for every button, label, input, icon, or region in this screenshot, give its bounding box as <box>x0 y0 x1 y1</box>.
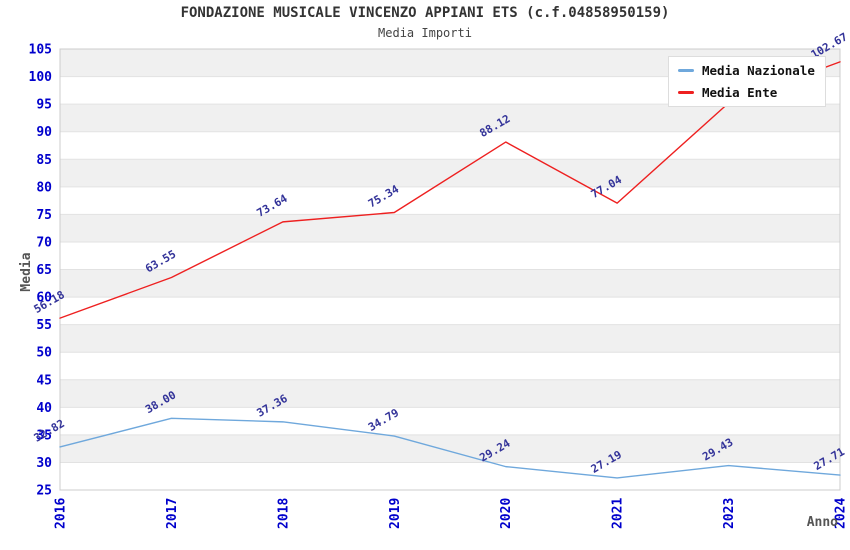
y-tick-label: 60 <box>36 291 52 306</box>
x-tick-label: 2023 <box>722 498 737 529</box>
legend-item-label: Media Ente <box>702 85 778 100</box>
x-tick-label: 2020 <box>499 498 514 529</box>
legend-swatch-media-ente-icon <box>678 91 694 94</box>
x-tick-label: 2021 <box>611 498 626 529</box>
y-tick-label: 100 <box>29 70 53 85</box>
y-tick-label: 30 <box>36 456 52 471</box>
y-tick-label: 85 <box>36 153 52 168</box>
x-axis-title: Anno <box>807 515 838 530</box>
legend-swatch-media-nazionale-icon <box>678 69 694 72</box>
x-tick-label: 2019 <box>388 498 403 529</box>
y-tick-label: 55 <box>36 318 52 333</box>
series-line-media-nazionale <box>59 417 841 479</box>
y-tick-label: 25 <box>36 484 52 499</box>
x-tick-label: 2017 <box>165 498 180 529</box>
chart-subtitle: Media Importi <box>378 26 472 40</box>
y-tick-label: 40 <box>36 401 52 416</box>
plot-band <box>60 297 840 325</box>
y-tick-label: 50 <box>36 346 52 361</box>
legend-item-media-ente: Media Ente <box>678 85 815 100</box>
legend: Media Nazionale Media Ente <box>668 56 826 107</box>
y-axis-labels: 25 30 35 40 45 50 55 60 65 70 75 80 85 90 95 100 105 <box>29 43 53 499</box>
series-line-media-ente <box>59 61 841 319</box>
y-tick-label: 75 <box>36 208 52 223</box>
plot-band <box>60 186 840 215</box>
x-axis-labels: 2016 2017 2018 2019 2020 2021 2023 2024 <box>54 498 849 529</box>
plot-band <box>60 131 840 160</box>
plot-band <box>60 214 840 242</box>
plot-band <box>60 379 840 408</box>
plot-band <box>60 434 840 463</box>
plot-band <box>60 324 840 353</box>
y-tick-label: 80 <box>36 180 52 195</box>
plot-border <box>59 48 841 491</box>
plot-band <box>60 269 840 298</box>
y-axis-title: Media <box>19 252 34 291</box>
plot-band <box>60 352 840 380</box>
plot-band <box>60 241 840 270</box>
y-tick-label: 35 <box>36 428 52 443</box>
plot-band <box>60 407 840 435</box>
plot-bands <box>60 49 840 490</box>
y-tick-label: 45 <box>36 373 52 388</box>
plot-band <box>60 104 840 132</box>
x-tick-label: 2018 <box>276 498 291 529</box>
y-tick-label: 70 <box>36 235 52 250</box>
x-tick-label: 2016 <box>54 498 69 529</box>
x-tick-label: 2024 <box>834 498 849 529</box>
y-tick-label: 65 <box>36 263 52 278</box>
y-tick-label: 95 <box>36 98 52 113</box>
legend-item-media-nazionale: Media Nazionale <box>678 63 815 78</box>
chart-title: FONDAZIONE MUSICALE VINCENZO APPIANI ETS… <box>180 5 670 21</box>
y-tick-label: 90 <box>36 125 52 140</box>
y-tick-label: 105 <box>29 43 52 58</box>
plot-band <box>60 159 840 187</box>
legend-item-label: Media Nazionale <box>702 63 815 78</box>
